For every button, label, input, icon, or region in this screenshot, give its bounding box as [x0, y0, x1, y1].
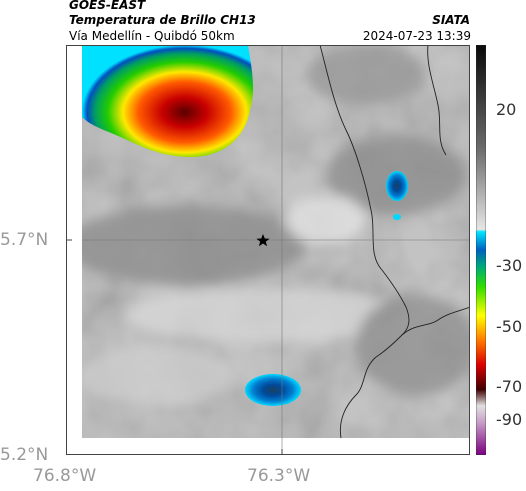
agency-name: SIATA	[432, 13, 470, 27]
map-frame	[66, 45, 470, 455]
star-icon	[256, 234, 270, 247]
colorbar-tick-label: -50	[496, 317, 523, 336]
lat-label: 5.7°N	[0, 230, 49, 250]
timestamp: 2024-07-23 13:39	[362, 29, 471, 43]
satellite-name: GOES-EAST	[69, 0, 146, 12]
convective-cell-east	[386, 171, 408, 220]
colorbar-tick-label: 20	[496, 100, 517, 119]
convective-cell-large	[82, 45, 254, 157]
satellite-map	[66, 45, 470, 455]
lat-label: 5.2°N	[0, 445, 49, 465]
colorbar	[476, 45, 486, 455]
colorbar-tick-label: -30	[496, 256, 523, 275]
colorbar-tick-label: -90	[496, 410, 523, 429]
boundary-lines	[319, 45, 470, 439]
lon-label: 76.8°W	[33, 466, 97, 486]
colorbar-tick-label: -70	[496, 377, 523, 396]
convective-cell-south	[245, 374, 301, 406]
route-label: Vía Medellín - Quibdó 50km	[69, 29, 235, 43]
product-title: Temperatura de Brillo CH13	[69, 13, 256, 27]
lon-label: 76.3°W	[247, 466, 311, 486]
